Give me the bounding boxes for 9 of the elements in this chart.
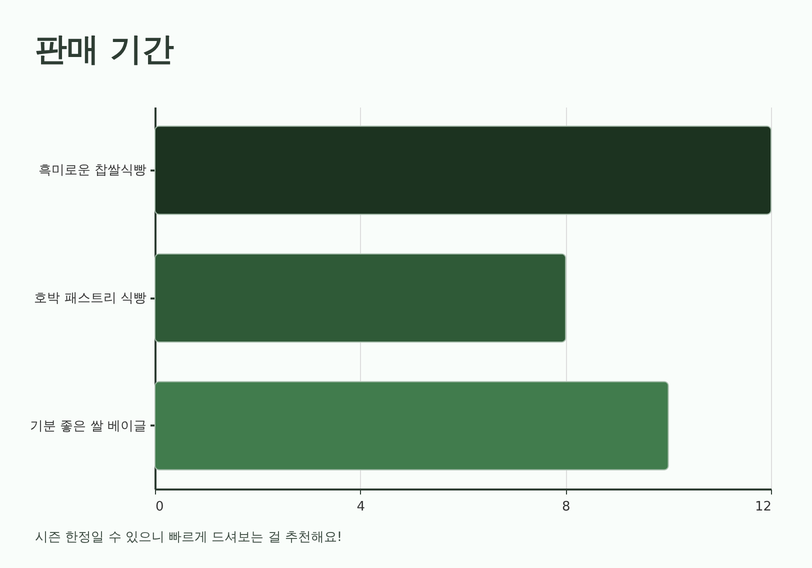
x-tick-label: 0 <box>156 500 164 514</box>
chart-title: 판매 기간 <box>35 30 174 68</box>
x-tick-label: 8 <box>562 500 570 514</box>
y-tick-label: 호박 패스트리 식빵 <box>34 291 146 306</box>
x-tick-label: 4 <box>356 500 365 514</box>
x-tick-label: 12 <box>754 500 772 514</box>
text: 시즌 한정일 수 있으니 빠르게 드셔보는 걸 추천해요! <box>35 529 342 546</box>
y-tick-label: 기분 좋은 쌀 베이글 <box>30 418 146 434</box>
y-tick-label: 흑미로운 찹쌀식빵 <box>38 163 146 178</box>
